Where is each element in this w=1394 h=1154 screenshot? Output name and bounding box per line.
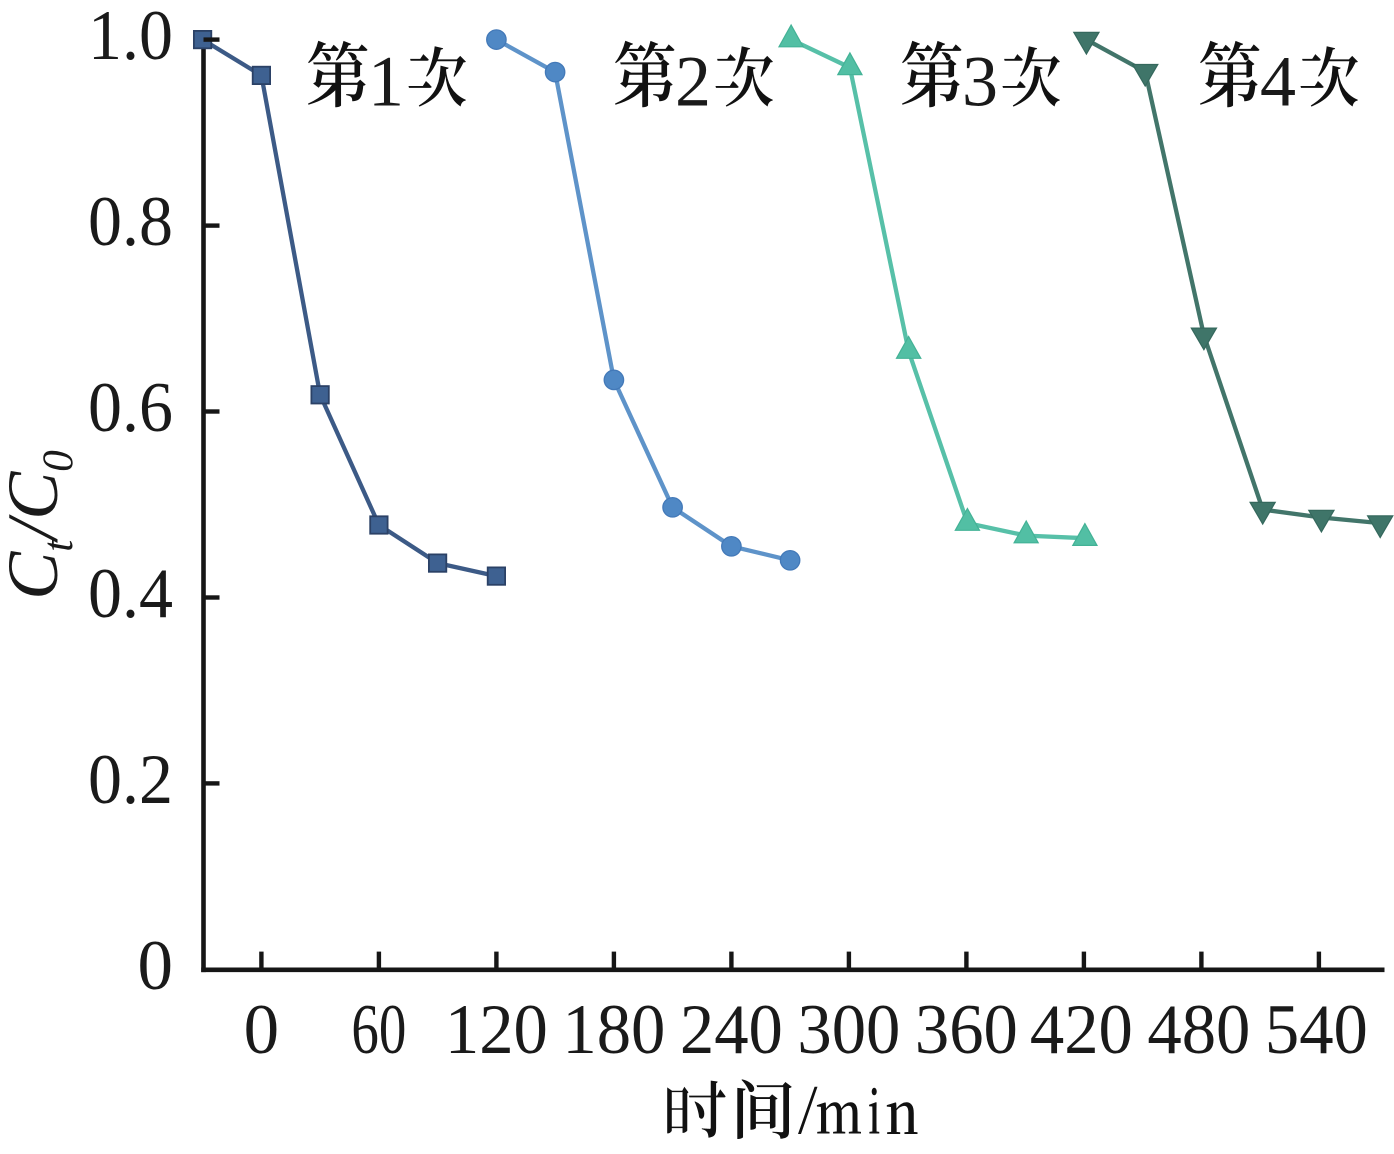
svg-text:540: 540	[1265, 991, 1368, 1069]
svg-text:0.2: 0.2	[88, 741, 173, 819]
svg-text:60: 60	[351, 991, 406, 1069]
svg-text:120: 120	[445, 991, 548, 1069]
svg-text:420: 420	[1030, 991, 1133, 1069]
svg-text:0.6: 0.6	[88, 369, 173, 447]
svg-text:180: 180	[562, 991, 665, 1069]
svg-text:2: 2	[675, 42, 711, 122]
svg-text:3: 3	[962, 42, 998, 122]
svg-text:1: 1	[368, 42, 404, 122]
svg-text:360: 360	[915, 991, 1018, 1069]
svg-text:4: 4	[1260, 42, 1296, 122]
svg-text:0: 0	[244, 991, 280, 1069]
svg-text:240: 240	[680, 991, 783, 1069]
svg-text:Ct/C0: Ct/C0	[0, 450, 82, 600]
svg-text:1.0: 1.0	[88, 0, 173, 75]
svg-text:0.8: 0.8	[88, 183, 173, 261]
svg-text:300: 300	[797, 991, 900, 1069]
svg-text:0.4: 0.4	[88, 555, 173, 633]
svg-text:0: 0	[138, 927, 174, 1005]
svg-text:480: 480	[1147, 991, 1250, 1069]
